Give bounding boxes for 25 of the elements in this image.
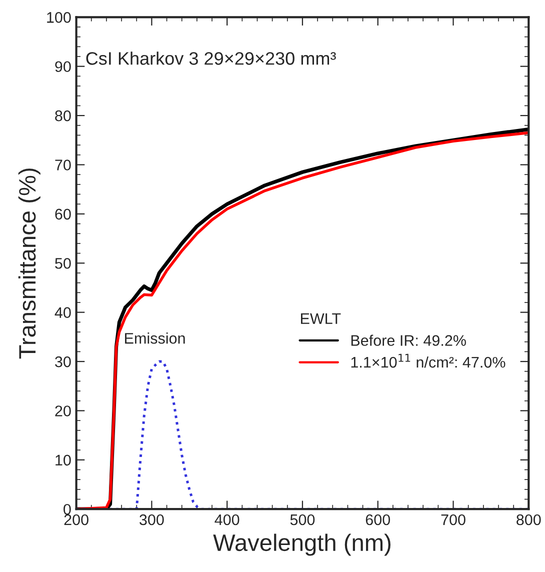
legend-title: EWLT (301, 313, 341, 324)
y-tick-label: 70 (55, 160, 71, 170)
x-tick-label: 400 (214, 514, 240, 526)
x-tick-label: 200 (64, 514, 88, 526)
y-tick-label: 30 (55, 356, 71, 368)
x-tick-label: 500 (290, 514, 315, 526)
text: CsI Kharkov 3 29×29×230 mm³ (86, 52, 336, 65)
y-tick-label: 0 (64, 504, 71, 515)
y-tick-label: 90 (55, 61, 71, 72)
x-axis-title: Wavelength (nm) (213, 534, 390, 556)
x-tick-label: 800 (516, 514, 541, 526)
annotation: Emission (125, 332, 185, 344)
y-tick-label: 100 (47, 12, 71, 23)
y-axis-title: Transmittance (%) (18, 168, 40, 359)
legend-label: Before IR: 49.2% (351, 334, 466, 346)
x-tick-label: 300 (140, 514, 164, 526)
x-tick-label: 700 (441, 514, 466, 526)
y-tick-label: 60 (55, 208, 71, 220)
y-tick-label: 10 (56, 454, 71, 466)
y-tick-label: 40 (54, 307, 71, 318)
y-tick-label: 80 (55, 110, 71, 122)
y-tick-label: 20 (55, 406, 71, 416)
legend-label: 1.1×10$^{11}$ n/cm²: 47.0% (351, 354, 506, 368)
x-tick-label: 600 (366, 514, 390, 526)
y-tick-label: 50 (55, 258, 71, 269)
